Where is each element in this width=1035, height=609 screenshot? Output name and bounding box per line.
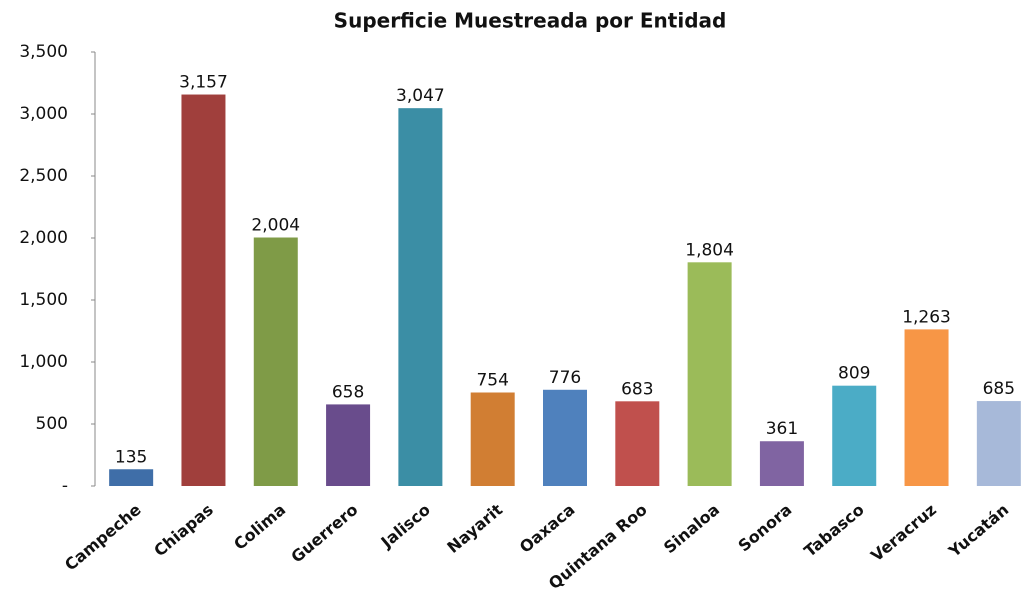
x-tick-label: Oaxaca <box>516 500 579 557</box>
x-tick-label: Veracruz <box>867 500 940 565</box>
bar <box>976 401 1021 486</box>
bar <box>904 329 949 486</box>
y-tick-label: 2,000 <box>19 228 68 248</box>
x-tick-label: Colima <box>230 500 289 554</box>
x-tick-label: Chiapas <box>150 500 217 560</box>
data-label: 2,004 <box>251 216 300 236</box>
y-tick-label: 500 <box>36 414 68 434</box>
data-label: 135 <box>115 447 147 467</box>
bar <box>326 404 371 486</box>
bar <box>615 401 660 486</box>
bar <box>253 237 298 486</box>
bar <box>759 441 804 486</box>
data-label: 1,804 <box>685 240 734 260</box>
y-tick-label: - <box>62 476 68 496</box>
x-tick-label: Tabasco <box>800 500 867 561</box>
x-tick-label: Sinaloa <box>660 500 723 557</box>
y-tick-label: 1,000 <box>19 352 68 372</box>
bar <box>398 108 443 486</box>
x-tick-label: Sonora <box>734 500 795 555</box>
data-label: 809 <box>838 364 870 384</box>
data-label: 685 <box>983 379 1015 399</box>
bar <box>109 469 154 486</box>
bar <box>832 385 877 486</box>
x-tick-label: Jalisco <box>377 500 434 552</box>
y-tick-label: 3,500 <box>19 42 68 62</box>
bar <box>543 389 587 486</box>
chart-title: Superficie Muestreada por Entidad <box>334 9 727 33</box>
data-label: 754 <box>476 371 508 391</box>
x-tick-label: Nayarit <box>443 500 506 557</box>
data-label: 361 <box>766 419 798 439</box>
data-label: 3,047 <box>396 86 445 106</box>
data-label: 3,157 <box>179 73 228 93</box>
y-tick-label: 1,500 <box>19 290 68 310</box>
data-label: 658 <box>332 382 364 402</box>
x-tick-label: Campeche <box>61 500 145 575</box>
data-label: 683 <box>621 379 653 399</box>
x-tick-label: Guerrero <box>287 500 361 567</box>
bar <box>181 94 226 487</box>
y-tick-label: 3,000 <box>19 104 68 124</box>
y-tick-label: 2,500 <box>19 166 68 186</box>
data-label: 1,263 <box>902 307 951 327</box>
bar <box>687 262 732 486</box>
x-tick-label: Yucatán <box>944 500 1012 561</box>
bar <box>470 392 515 486</box>
data-label: 776 <box>549 368 581 388</box>
